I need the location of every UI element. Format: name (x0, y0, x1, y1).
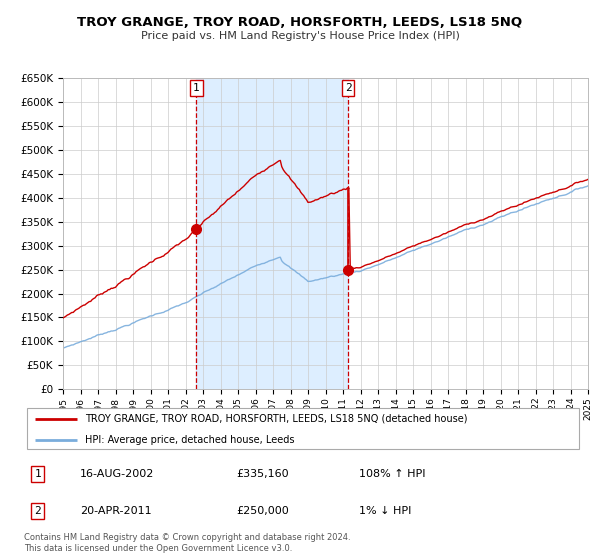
Text: £335,160: £335,160 (236, 469, 289, 479)
Bar (196, 78, 348, 389)
Text: TROY GRANGE, TROY ROAD, HORSFORTH, LEEDS, LS18 5NQ: TROY GRANGE, TROY ROAD, HORSFORTH, LEEDS… (77, 16, 523, 29)
Text: Price paid vs. HM Land Registry's House Price Index (HPI): Price paid vs. HM Land Registry's House … (140, 31, 460, 41)
Text: £250,000: £250,000 (236, 506, 289, 516)
Text: HPI: Average price, detached house, Leeds: HPI: Average price, detached house, Leed… (85, 435, 295, 445)
Text: This data is licensed under the Open Government Licence v3.0.: This data is licensed under the Open Gov… (24, 544, 292, 553)
Text: 2: 2 (345, 83, 352, 93)
Text: 1% ↓ HPI: 1% ↓ HPI (359, 506, 411, 516)
Text: 1: 1 (35, 469, 41, 479)
FancyBboxPatch shape (27, 408, 579, 449)
Text: 108% ↑ HPI: 108% ↑ HPI (359, 469, 425, 479)
Text: 1: 1 (193, 83, 200, 93)
Text: Contains HM Land Registry data © Crown copyright and database right 2024.: Contains HM Land Registry data © Crown c… (24, 533, 350, 542)
Text: TROY GRANGE, TROY ROAD, HORSFORTH, LEEDS, LS18 5NQ (detached house): TROY GRANGE, TROY ROAD, HORSFORTH, LEEDS… (85, 413, 468, 423)
Text: 20-APR-2011: 20-APR-2011 (80, 506, 151, 516)
Text: 16-AUG-2002: 16-AUG-2002 (80, 469, 154, 479)
Text: 2: 2 (35, 506, 41, 516)
